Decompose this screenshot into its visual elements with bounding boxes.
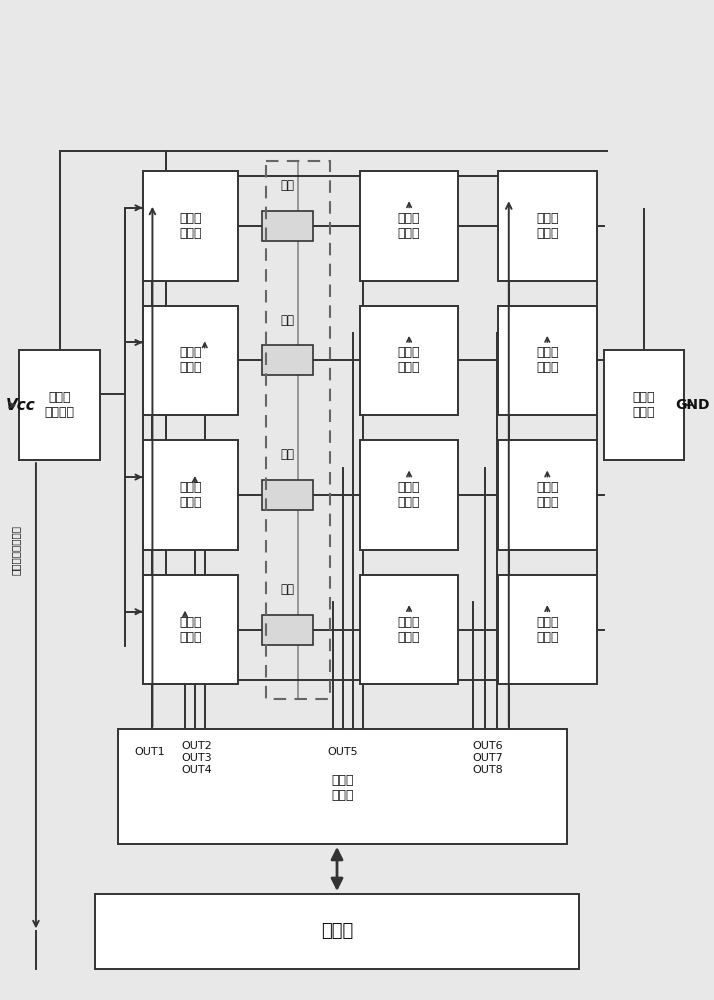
Bar	[262, 345, 313, 375]
Text: 隔离通
道模块: 隔离通 道模块	[398, 481, 421, 509]
Text: 负载: 负载	[281, 583, 295, 596]
Text: 隔离通
道模块: 隔离通 道模块	[398, 616, 421, 644]
Text: 开关控
制模块: 开关控 制模块	[536, 346, 558, 374]
Bar	[262, 211, 313, 241]
Bar	[19, 350, 100, 460]
Text: 负载: 负载	[281, 179, 295, 192]
Text: OUT5: OUT5	[328, 747, 358, 757]
Text: 隔离通
道模块: 隔离通 道模块	[398, 346, 421, 374]
Bar	[118, 729, 567, 844]
Bar	[498, 575, 597, 684]
Bar	[143, 306, 238, 415]
Text: 开关控
制模块: 开关控 制模块	[536, 212, 558, 240]
Text: GND: GND	[675, 398, 710, 412]
Text: OUT2
OUT3
OUT4: OUT2 OUT3 OUT4	[181, 741, 212, 775]
Bar	[498, 171, 597, 281]
Text: 元余执
行模块: 元余执 行模块	[633, 391, 655, 419]
Bar	[266, 161, 330, 699]
Text: 开关控
制模块: 开关控 制模块	[536, 481, 558, 509]
Bar	[143, 171, 238, 281]
Bar	[143, 575, 238, 684]
Text: OUT6
OUT7
OUT8: OUT6 OUT7 OUT8	[473, 741, 503, 775]
Bar	[360, 306, 458, 415]
Bar	[262, 615, 313, 645]
Text: Vcc: Vcc	[6, 398, 36, 413]
Text: 电流监
测行模块: 电流监 测行模块	[45, 391, 75, 419]
Text: 处理器: 处理器	[321, 922, 353, 940]
Text: 隔离驱
动模块: 隔离驱 动模块	[332, 774, 354, 802]
Text: 负载: 负载	[281, 448, 295, 461]
Text: 正常执
行模块: 正常执 行模块	[179, 212, 201, 240]
Text: 数字化的电流信号: 数字化的电流信号	[10, 525, 20, 575]
Bar	[360, 575, 458, 684]
Bar	[95, 894, 579, 969]
Bar	[262, 480, 313, 510]
Text: 负载: 负载	[281, 314, 295, 327]
Bar	[603, 350, 685, 460]
Text: 正常执
行模块: 正常执 行模块	[179, 346, 201, 374]
Bar	[360, 171, 458, 281]
Text: 隔离通
道模块: 隔离通 道模块	[398, 212, 421, 240]
Text: 正常执
行模块: 正常执 行模块	[179, 616, 201, 644]
Bar	[498, 440, 597, 550]
Bar	[143, 440, 238, 550]
Text: 开关控
制模块: 开关控 制模块	[536, 616, 558, 644]
Bar	[360, 440, 458, 550]
Text: OUT1: OUT1	[134, 747, 165, 757]
Text: 正常执
行模块: 正常执 行模块	[179, 481, 201, 509]
Bar	[498, 306, 597, 415]
